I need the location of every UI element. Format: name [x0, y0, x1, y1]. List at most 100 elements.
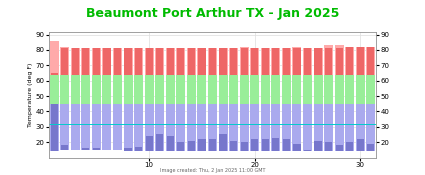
Bar [198, 48, 207, 75]
Bar [82, 148, 89, 150]
Bar [177, 142, 184, 151]
Bar [314, 48, 322, 75]
Bar [356, 75, 365, 104]
Bar [345, 47, 354, 75]
Bar [366, 104, 375, 151]
Bar [82, 48, 89, 75]
Bar [345, 104, 354, 151]
Bar [366, 75, 375, 104]
Text: Beaumont Port Arthur TX - Jan 2025: Beaumont Port Arthur TX - Jan 2025 [86, 8, 339, 20]
Bar [208, 48, 217, 75]
Bar [292, 47, 301, 75]
Bar [51, 104, 58, 151]
Bar [282, 104, 291, 151]
Bar [146, 48, 153, 75]
Bar [218, 48, 227, 75]
Bar [335, 45, 344, 75]
Bar [271, 75, 280, 104]
Bar [272, 138, 279, 151]
Bar [176, 75, 185, 104]
Bar [335, 104, 344, 151]
Bar [292, 104, 301, 151]
Bar [345, 75, 354, 104]
Bar [229, 48, 238, 75]
Bar [124, 104, 133, 151]
Bar [92, 104, 101, 150]
Bar [60, 47, 69, 75]
Bar [198, 104, 207, 151]
Bar [134, 104, 143, 151]
Bar [134, 48, 143, 75]
Bar [261, 75, 270, 104]
Bar [198, 139, 206, 151]
Bar [177, 48, 184, 75]
Bar [304, 150, 311, 151]
Bar [71, 48, 80, 75]
Bar [187, 104, 196, 151]
Bar [367, 47, 374, 75]
Bar [71, 75, 80, 104]
Bar [93, 148, 100, 150]
Bar [167, 48, 174, 75]
Bar [336, 145, 343, 151]
Bar [325, 48, 332, 75]
Bar [114, 48, 121, 75]
Bar [81, 48, 90, 75]
Bar [324, 45, 333, 75]
Bar [187, 75, 196, 104]
Bar [272, 48, 279, 75]
Bar [241, 48, 248, 75]
Bar [176, 104, 185, 151]
Bar [229, 75, 238, 104]
Bar [336, 48, 343, 75]
Bar [166, 104, 175, 151]
Bar [81, 104, 90, 150]
Bar [198, 75, 207, 104]
Bar [356, 104, 365, 151]
Bar [325, 142, 332, 151]
Bar [124, 48, 133, 75]
Bar [155, 48, 164, 75]
Bar [135, 147, 142, 151]
Bar [144, 75, 154, 104]
Bar [240, 47, 249, 75]
Bar [51, 73, 58, 75]
Bar [271, 48, 280, 75]
Bar [292, 75, 301, 104]
Bar [282, 48, 291, 75]
Bar [303, 48, 312, 75]
Bar [209, 48, 216, 75]
Bar [72, 48, 79, 75]
Bar [357, 139, 364, 151]
Bar [250, 75, 259, 104]
Bar [167, 136, 174, 151]
Bar [209, 139, 216, 151]
Bar [113, 104, 122, 150]
Bar [50, 75, 59, 104]
Bar [50, 41, 59, 75]
Bar [229, 104, 238, 151]
Bar [61, 145, 68, 150]
Text: Image created: Thu, 2 Jan 2025 11:00 GMT: Image created: Thu, 2 Jan 2025 11:00 GMT [160, 168, 265, 173]
Bar [293, 144, 300, 151]
Bar [113, 75, 122, 104]
Bar [218, 104, 227, 151]
Bar [250, 48, 259, 75]
Bar [366, 47, 375, 75]
Bar [61, 48, 68, 75]
Bar [124, 75, 133, 104]
Bar [241, 142, 248, 151]
Bar [282, 75, 291, 104]
Bar [92, 75, 101, 104]
Bar [144, 48, 154, 75]
Bar [125, 148, 132, 151]
Bar [261, 104, 270, 151]
Bar [208, 104, 217, 151]
Bar [166, 48, 175, 75]
Bar [125, 48, 132, 75]
Bar [176, 48, 185, 75]
Bar [103, 48, 110, 75]
Bar [50, 104, 59, 151]
Bar [218, 75, 227, 104]
Bar [188, 48, 195, 75]
